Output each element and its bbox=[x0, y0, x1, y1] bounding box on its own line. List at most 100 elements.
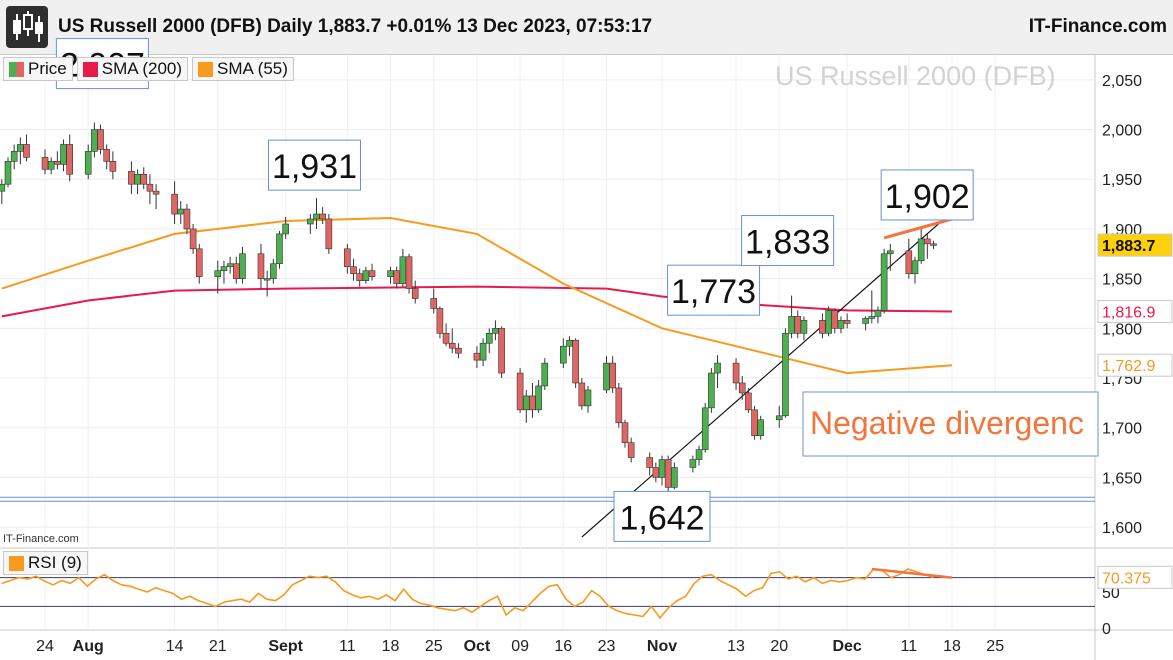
candle-body bbox=[91, 129, 98, 152]
candle-body bbox=[60, 144, 67, 165]
candle-body bbox=[917, 238, 925, 262]
candle-body bbox=[646, 457, 653, 468]
candlestick-logo-icon bbox=[6, 6, 48, 48]
divergence-label: Negative divergenc bbox=[810, 405, 1084, 441]
candle-body bbox=[226, 263, 234, 268]
legend-item-sma200[interactable]: SMA (200) bbox=[76, 57, 189, 81]
candle-body bbox=[270, 263, 277, 279]
candle-body bbox=[603, 362, 610, 391]
candle-body bbox=[930, 243, 937, 246]
chart-watermark: US Russell 2000 (DFB) bbox=[775, 61, 1056, 91]
rsi-legend: RSI (9) bbox=[3, 551, 88, 575]
candle-body bbox=[689, 459, 697, 468]
x-tick-label: 11 bbox=[339, 638, 356, 655]
candle-body bbox=[788, 316, 795, 334]
candle-body bbox=[140, 173, 148, 185]
candle-body bbox=[627, 442, 635, 458]
y-tick-label: 2,000 bbox=[1102, 123, 1142, 140]
candle-body bbox=[535, 385, 542, 411]
x-tick-label: Aug bbox=[73, 638, 104, 655]
candle-body bbox=[492, 328, 499, 334]
legend-item-price[interactable]: Price bbox=[3, 57, 73, 81]
candle-body bbox=[319, 213, 326, 220]
legend-label-sma200: SMA (200) bbox=[101, 59, 183, 78]
candle-body bbox=[843, 320, 851, 324]
sma200-swatch-icon bbox=[82, 61, 98, 77]
candle-body bbox=[177, 208, 185, 215]
candle-body bbox=[862, 318, 869, 324]
source-footer: IT-Finance.com bbox=[3, 533, 79, 545]
price-tag-box bbox=[1097, 353, 1173, 377]
candle-body bbox=[708, 372, 715, 409]
legend-item-rsi[interactable]: RSI (9) bbox=[3, 551, 88, 575]
candle-body bbox=[559, 345, 567, 364]
candle-body bbox=[924, 238, 931, 245]
candle-body bbox=[745, 392, 752, 411]
candle-body bbox=[911, 260, 919, 274]
candle-body bbox=[714, 362, 721, 374]
price-tag-box bbox=[1097, 300, 1173, 324]
x-tick-label: 18 bbox=[382, 638, 400, 655]
candle-body bbox=[430, 298, 438, 309]
candle-body bbox=[411, 288, 419, 299]
candle-body bbox=[757, 419, 765, 436]
candle-body bbox=[485, 333, 493, 344]
divergence-label-box bbox=[802, 391, 1099, 457]
candle-body bbox=[880, 253, 888, 311]
x-tick-label: 16 bbox=[554, 638, 572, 655]
candle-body bbox=[362, 270, 370, 281]
x-tick-label: 18 bbox=[943, 638, 961, 655]
x-tick-label: Sept bbox=[268, 638, 303, 655]
candle-body bbox=[239, 253, 246, 279]
candle-body bbox=[183, 208, 191, 230]
candle-body bbox=[831, 310, 839, 329]
x-tick-label: 09 bbox=[511, 638, 529, 655]
candle-body bbox=[356, 273, 363, 281]
candle-body bbox=[516, 372, 524, 411]
x-tick-label: Nov bbox=[647, 638, 677, 655]
candle-body bbox=[54, 161, 61, 165]
price-tag-label: 1,762.9 bbox=[1102, 358, 1155, 375]
candle-body bbox=[276, 233, 283, 265]
annotation-box bbox=[613, 490, 711, 542]
candle-body bbox=[868, 316, 876, 319]
rsi-line bbox=[1, 568, 934, 620]
rsi-y-tick-label: 0 bbox=[1102, 621, 1111, 638]
annotation-box bbox=[880, 169, 974, 221]
candle-body bbox=[621, 422, 629, 443]
candle-body bbox=[4, 161, 12, 185]
candle-body bbox=[572, 339, 579, 384]
candle-body bbox=[307, 218, 314, 225]
candle-body bbox=[84, 151, 92, 175]
candle-body bbox=[436, 308, 444, 334]
rsi-divergence-line bbox=[871, 567, 953, 579]
candle-body bbox=[578, 382, 586, 407]
candle-body bbox=[0, 183, 6, 192]
legend-label-price: Price bbox=[28, 59, 67, 78]
price-swatch-icon bbox=[9, 61, 24, 77]
rsi-y-tick-label: 50 bbox=[1102, 585, 1120, 602]
y-tick-label: 1,800 bbox=[1102, 321, 1142, 338]
candle-body bbox=[584, 389, 592, 407]
legend-item-sma55[interactable]: SMA (55) bbox=[192, 57, 294, 81]
candle-body bbox=[97, 129, 104, 150]
candle-body bbox=[671, 467, 678, 488]
candle-body bbox=[887, 250, 894, 255]
legend-label-sma55: SMA (55) bbox=[217, 59, 288, 78]
sma55-swatch-icon bbox=[198, 61, 214, 77]
candle-body bbox=[146, 183, 154, 192]
candle-body bbox=[263, 278, 271, 281]
x-tick-label: 24 bbox=[36, 638, 54, 655]
candle-body bbox=[738, 382, 746, 394]
candle-body bbox=[819, 320, 826, 334]
candle-body bbox=[368, 270, 376, 277]
y-tick-label: 1,850 bbox=[1102, 272, 1142, 289]
candle-body bbox=[664, 459, 672, 488]
candle-body bbox=[566, 339, 573, 347]
candle-body bbox=[455, 347, 462, 354]
x-tick-label: 25 bbox=[986, 638, 1004, 655]
candle-body bbox=[800, 320, 808, 334]
candle-body bbox=[541, 362, 549, 387]
price-tag-box bbox=[1097, 233, 1173, 257]
